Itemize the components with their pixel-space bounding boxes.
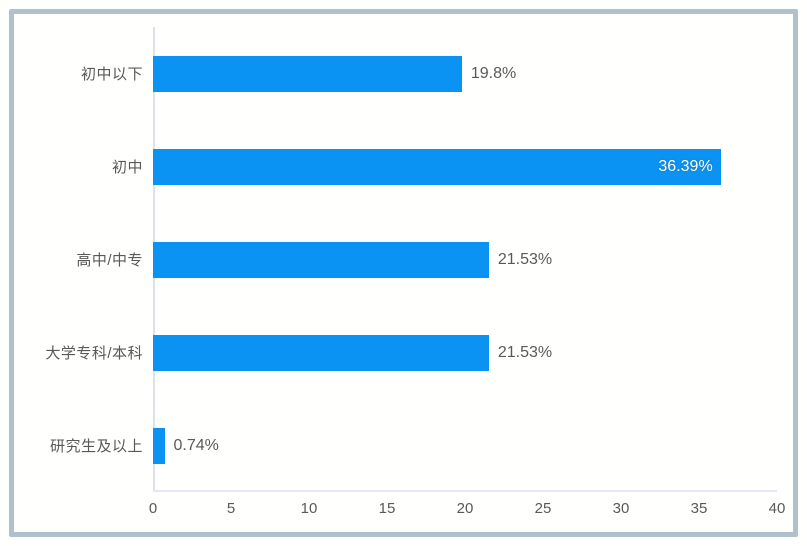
plot-area: 初中以下 19.8% 初中 36.39% 高中/中专 21.53% 大学专科/本科 21.53… [26, 27, 777, 492]
bar-track: 36.39% [153, 120, 777, 213]
bar: 21.53% [153, 241, 552, 278]
chart-frame: 初中以下 19.8% 初中 36.39% 高中/中专 21.53% 大学专科/本科 21.53… [9, 9, 798, 537]
bar-row: 研究生及以上 0.74% [26, 399, 777, 492]
x-tick-label: 30 [612, 500, 630, 517]
x-axis: 0 5 10 15 20 25 30 35 40 [149, 492, 786, 522]
bar: 19.8% [153, 55, 516, 92]
value-label: 0.74% [173, 436, 219, 454]
x-tick-label: 10 [300, 500, 318, 517]
bar-chart: 初中以下 19.8% 初中 36.39% 高中/中专 21.53% 大学专科/本科 21.53… [14, 14, 793, 532]
bar-row: 大学专科/本科 21.53% [26, 306, 777, 399]
x-tick-label: 15 [378, 500, 396, 517]
bar: 36.39% [153, 148, 721, 185]
category-label: 大学专科/本科 [45, 345, 143, 362]
value-label: 21.53% [497, 250, 553, 268]
bar-row: 初中以下 19.8% [26, 27, 777, 120]
x-tick-label: 5 [226, 500, 236, 517]
x-tick-label: 25 [534, 500, 552, 517]
x-axis-line [153, 490, 777, 492]
bar-track: 19.8% [153, 27, 777, 120]
value-label: 21.53% [497, 343, 553, 361]
value-label: 36.39% [658, 157, 713, 175]
x-tick-label: 20 [456, 500, 474, 517]
category-label: 研究生及以上 [49, 438, 143, 455]
category-label: 初中以下 [80, 66, 143, 83]
x-tick-label: 0 [148, 500, 158, 517]
x-tick-label: 40 [768, 500, 786, 517]
bar-track: 21.53% [153, 213, 777, 306]
category-label: 高中/中专 [76, 252, 143, 269]
category-label: 初中 [111, 159, 143, 176]
bar: 0.74% [153, 427, 219, 464]
bar-track: 0.74% [153, 399, 777, 492]
x-tick-label: 35 [690, 500, 708, 517]
value-label: 19.8% [470, 64, 517, 82]
bar-row: 初中 36.39% [26, 120, 777, 213]
bar-track: 21.53% [153, 306, 777, 399]
bar-row: 高中/中专 21.53% [26, 213, 777, 306]
bar: 21.53% [153, 334, 552, 371]
